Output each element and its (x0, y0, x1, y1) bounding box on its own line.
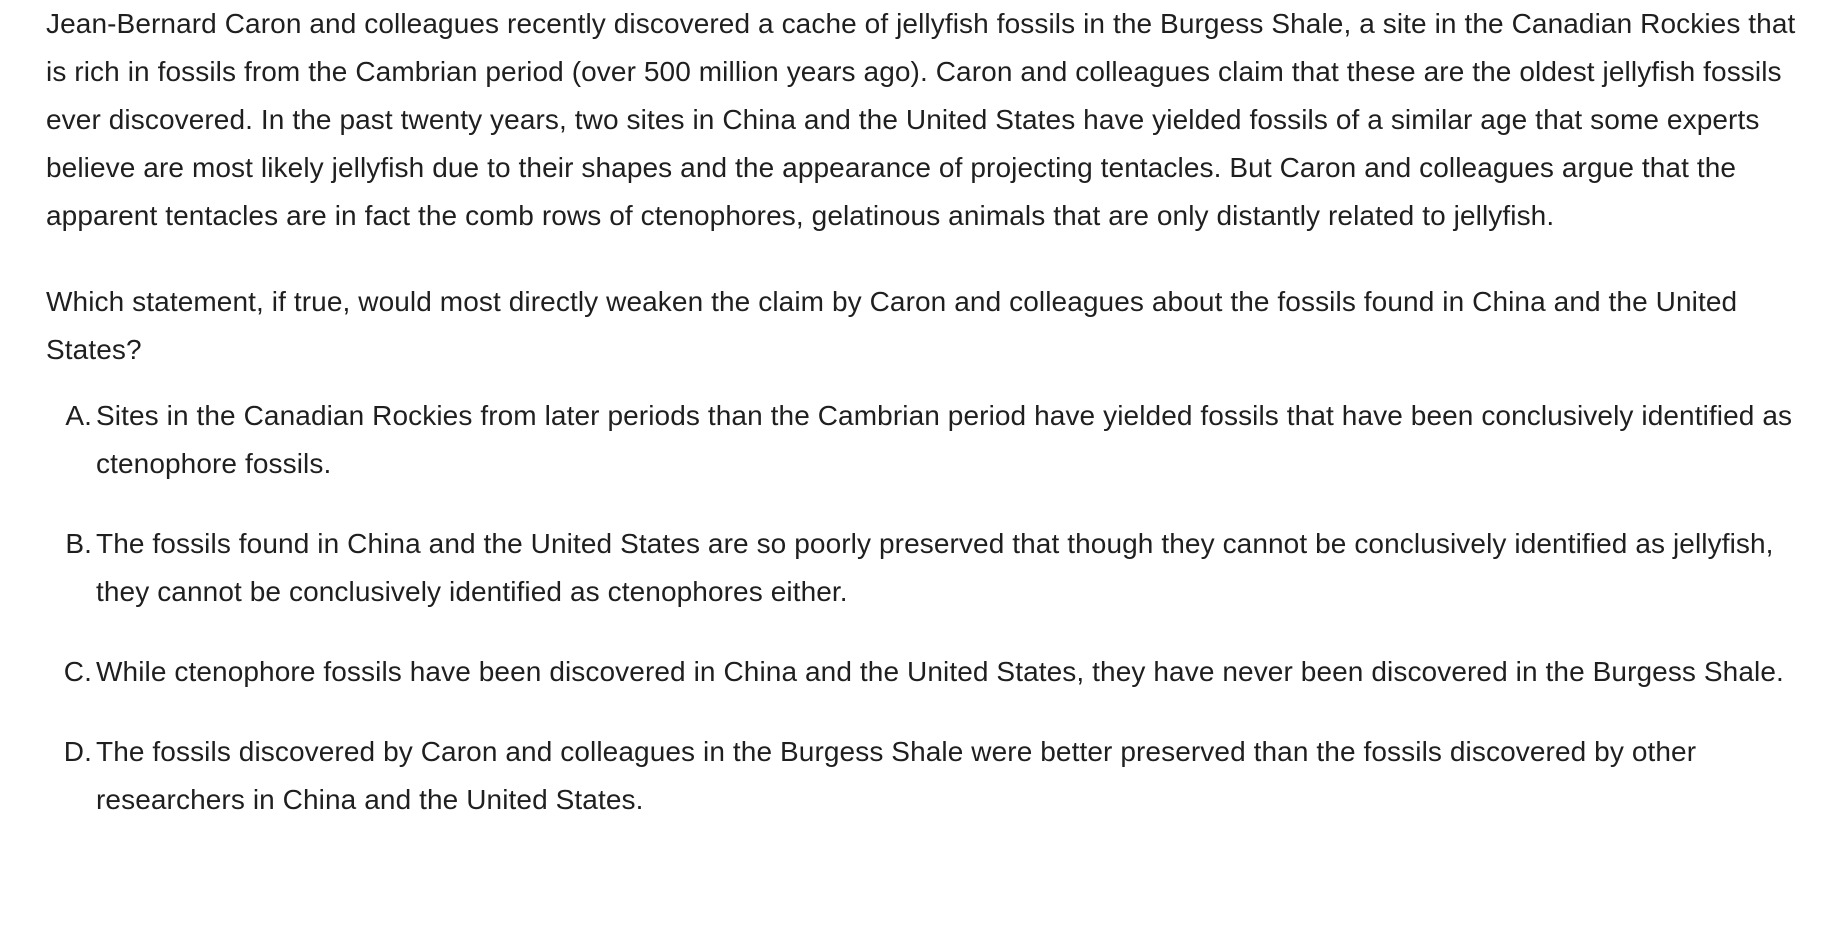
answer-choice-a[interactable]: A. Sites in the Canadian Rockies from la… (46, 392, 1816, 488)
question-content: Jean-Bernard Caron and colleagues recent… (46, 0, 1816, 856)
choice-letter: C. (63, 656, 92, 687)
choice-text: While ctenophore fossils have been disco… (96, 656, 1784, 687)
answer-choice-b[interactable]: B. The fossils found in China and the Un… (46, 520, 1816, 616)
choice-text: Sites in the Canadian Rockies from later… (96, 400, 1793, 479)
question-stem: Which statement, if true, would most dir… (46, 286, 1738, 365)
choice-text: The fossils found in China and the Unite… (96, 528, 1774, 607)
choice-letter: B. (65, 528, 92, 559)
choice-text: The fossils discovered by Caron and coll… (96, 736, 1697, 815)
passage-text: Jean-Bernard Caron and colleagues recent… (46, 8, 1796, 231)
choice-letter: D. (63, 736, 92, 767)
choice-letter: A. (65, 400, 92, 431)
answer-choice-d[interactable]: D. The fossils discovered by Caron and c… (46, 728, 1816, 824)
answer-choices-list: A. Sites in the Canadian Rockies from la… (46, 392, 1816, 824)
answer-choice-c[interactable]: C. While ctenophore fossils have been di… (46, 648, 1816, 696)
